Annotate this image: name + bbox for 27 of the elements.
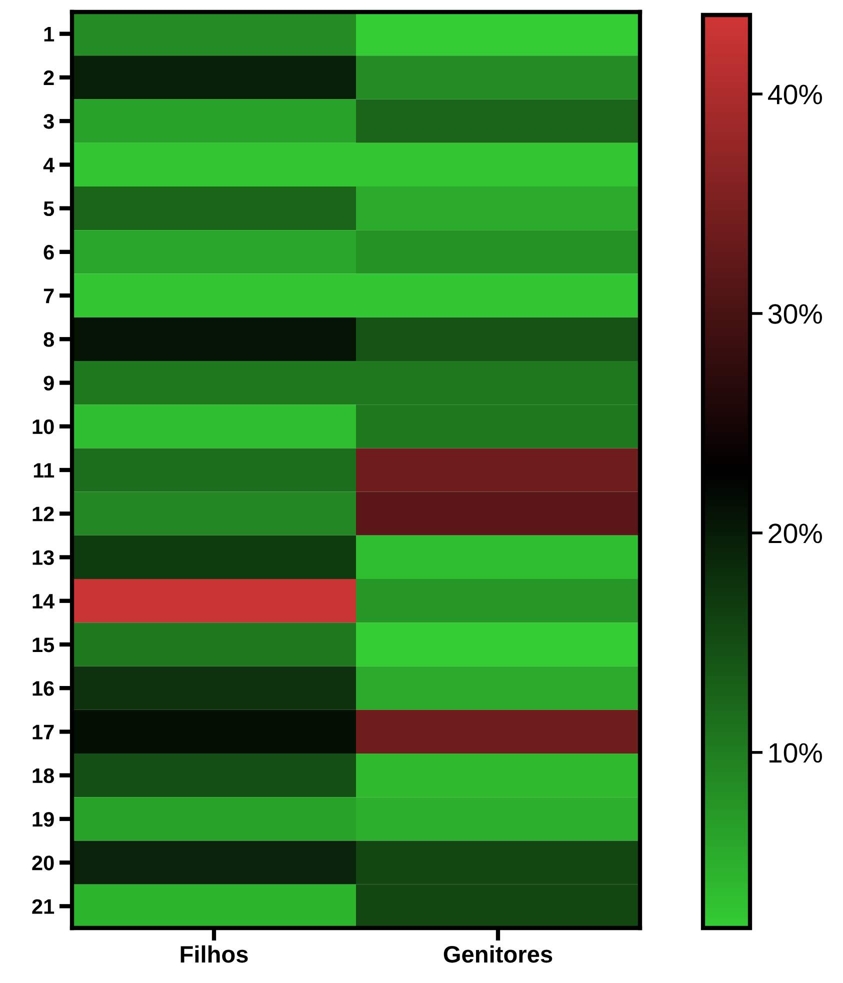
y-tick-label: 5 xyxy=(44,202,54,216)
y-tick-label: 6 xyxy=(44,244,54,260)
y-tick-label: 18 xyxy=(32,768,54,784)
y-tick-label: 11 xyxy=(34,463,54,478)
x-tick-label: Filhos xyxy=(180,945,248,963)
y-tick-label: 2 xyxy=(44,70,54,85)
y-tick-label: 14 xyxy=(32,594,55,608)
color-bar-label: 30% xyxy=(768,304,822,324)
y-tick-label: 17 xyxy=(32,724,54,740)
y-tick-label: 3 xyxy=(44,114,54,129)
y-tick-label: 16 xyxy=(32,681,54,696)
x-tick-label: Genitores xyxy=(444,945,552,963)
y-tick-label: 8 xyxy=(44,332,54,347)
y-tick-label: 1 xyxy=(44,27,54,42)
y-tick-label: 13 xyxy=(32,550,54,566)
color-bar-label: 20% xyxy=(768,524,822,544)
color-bar-label: 40% xyxy=(768,84,822,104)
y-tick-label: 7 xyxy=(44,288,54,304)
y-tick-label: 19 xyxy=(32,812,54,827)
color-bar-label: 10% xyxy=(769,743,822,763)
y-tick-label: 21 xyxy=(32,899,54,914)
y-tick-label: 12 xyxy=(32,506,54,522)
y-tick-label: 4 xyxy=(43,158,55,172)
y-tick-label: 15 xyxy=(32,638,54,652)
y-tick-label: 20 xyxy=(32,856,54,870)
y-tick-label: 10 xyxy=(32,419,54,434)
y-tick-label: 9 xyxy=(44,376,54,391)
